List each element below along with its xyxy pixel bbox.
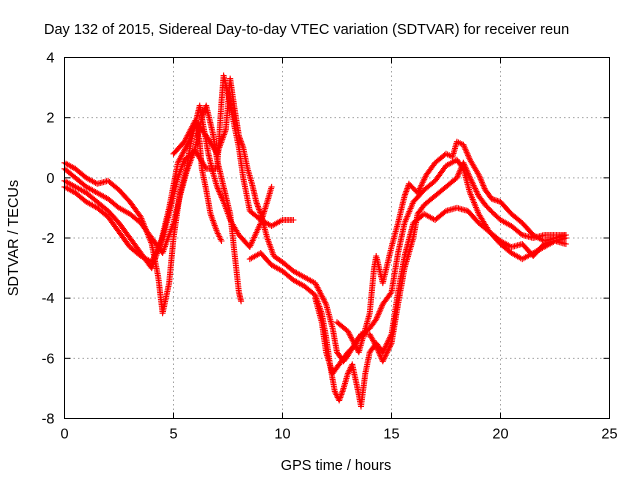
y-tick-label: -2 bbox=[42, 231, 55, 247]
chart-title: Day 132 of 2015, Sidereal Day-to-day VTE… bbox=[44, 22, 569, 38]
x-tick-label: 5 bbox=[169, 427, 177, 443]
y-tick-label: -6 bbox=[42, 351, 55, 367]
axis-layer: 0 5 10 15 20 25 -8 -6 -4 -2 0 2 4 bbox=[42, 51, 618, 443]
x-tick-label: 20 bbox=[492, 427, 508, 443]
data-layer bbox=[61, 72, 569, 410]
series-track-7 bbox=[312, 159, 569, 377]
data-points bbox=[61, 120, 225, 317]
x-tick-label: 25 bbox=[601, 427, 617, 443]
series-track-1 bbox=[61, 120, 225, 317]
x-tick-label: 0 bbox=[60, 427, 68, 443]
y-tick-label: 2 bbox=[46, 111, 54, 127]
y-tick-label: 0 bbox=[46, 171, 54, 187]
x-axis-label: GPS time / hours bbox=[281, 458, 391, 474]
data-points bbox=[312, 159, 569, 377]
y-tick-label: 4 bbox=[46, 51, 54, 67]
y-tick-label: -4 bbox=[42, 291, 55, 307]
data-points bbox=[334, 138, 569, 356]
data-points bbox=[61, 72, 297, 266]
x-tick-label: 15 bbox=[383, 427, 399, 443]
series-track-8 bbox=[334, 138, 569, 356]
series-track-4 bbox=[61, 72, 297, 266]
y-tick-label: -8 bbox=[42, 412, 55, 428]
y-axis-label: SDTVAR / TECUs bbox=[6, 180, 22, 296]
x-tick-label: 10 bbox=[274, 427, 290, 443]
